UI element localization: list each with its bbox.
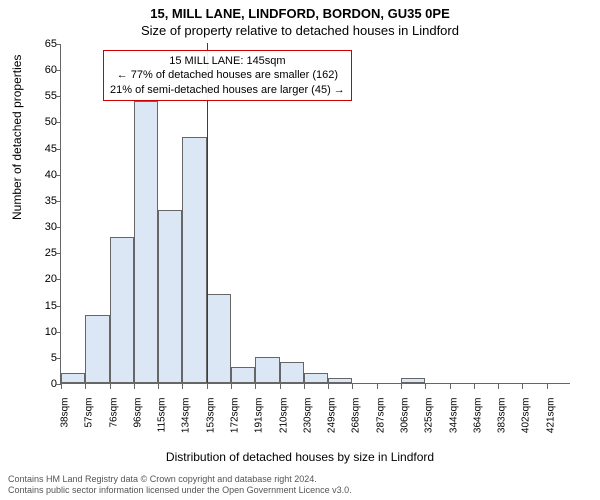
x-tick-label: 76sqm	[108, 398, 119, 448]
x-tick-mark	[280, 384, 281, 389]
x-tick-label: 172sqm	[230, 398, 241, 448]
x-tick-mark	[61, 384, 62, 389]
y-tick-label: 35	[29, 195, 57, 207]
x-tick-mark	[207, 384, 208, 389]
x-tick-mark	[547, 384, 548, 389]
histogram-bar	[61, 373, 85, 383]
x-tick-label: 344sqm	[448, 398, 459, 448]
x-tick-label: 421sqm	[545, 398, 556, 448]
x-tick-mark	[474, 384, 475, 389]
y-tick-mark	[56, 122, 61, 123]
histogram-bar	[304, 373, 328, 383]
y-tick-mark	[56, 175, 61, 176]
x-tick-label: 383sqm	[497, 398, 508, 448]
annotation-line-3: 21% of semi-detached houses are larger (…	[110, 83, 345, 97]
x-tick-mark	[182, 384, 183, 389]
title-line-1: 15, MILL LANE, LINDFORD, BORDON, GU35 0P…	[0, 0, 600, 21]
y-tick-mark	[56, 253, 61, 254]
x-tick-label: 191sqm	[254, 398, 265, 448]
x-tick-mark	[522, 384, 523, 389]
x-tick-mark	[231, 384, 232, 389]
y-tick-mark	[56, 358, 61, 359]
x-tick-mark	[425, 384, 426, 389]
histogram-bar	[134, 101, 158, 383]
y-tick-label: 0	[29, 378, 57, 390]
x-tick-mark	[304, 384, 305, 389]
plot-region: 0510152025303540455055606538sqm57sqm76sq…	[60, 44, 570, 384]
histogram-bar	[401, 378, 425, 383]
x-tick-label: 249sqm	[327, 398, 338, 448]
y-tick-mark	[56, 279, 61, 280]
y-tick-mark	[56, 149, 61, 150]
x-tick-mark	[352, 384, 353, 389]
x-tick-label: 230sqm	[302, 398, 313, 448]
annotation-box: 15 MILL LANE: 145sqm← 77% of detached ho…	[103, 50, 352, 101]
y-tick-label: 30	[29, 221, 57, 233]
x-tick-label: 153sqm	[205, 398, 216, 448]
x-tick-label: 115sqm	[157, 398, 168, 448]
annotation-line-2: ← 77% of detached houses are smaller (16…	[110, 68, 345, 82]
y-tick-label: 65	[29, 38, 57, 50]
y-tick-label: 40	[29, 169, 57, 181]
x-tick-mark	[450, 384, 451, 389]
y-tick-mark	[56, 96, 61, 97]
title-line-2: Size of property relative to detached ho…	[0, 21, 600, 42]
histogram-bar	[328, 378, 352, 383]
y-tick-mark	[56, 201, 61, 202]
y-axis-label: Number of detached properties	[10, 55, 24, 220]
y-tick-mark	[56, 70, 61, 71]
x-tick-mark	[328, 384, 329, 389]
y-tick-label: 25	[29, 247, 57, 259]
y-tick-label: 15	[29, 300, 57, 312]
y-tick-label: 20	[29, 273, 57, 285]
histogram-bar	[110, 237, 134, 383]
x-tick-mark	[377, 384, 378, 389]
y-tick-label: 55	[29, 90, 57, 102]
footer-line-1: Contains HM Land Registry data © Crown c…	[8, 474, 352, 485]
histogram-bar	[231, 367, 255, 383]
y-tick-mark	[56, 306, 61, 307]
x-tick-label: 306sqm	[400, 398, 411, 448]
y-tick-label: 5	[29, 352, 57, 364]
x-tick-label: 325sqm	[424, 398, 435, 448]
x-tick-mark	[110, 384, 111, 389]
y-tick-label: 10	[29, 326, 57, 338]
footer-attribution: Contains HM Land Registry data © Crown c…	[8, 474, 352, 496]
x-tick-label: 287sqm	[375, 398, 386, 448]
y-tick-mark	[56, 44, 61, 45]
x-tick-label: 210sqm	[278, 398, 289, 448]
x-tick-label: 38sqm	[60, 398, 71, 448]
x-tick-label: 402sqm	[521, 398, 532, 448]
x-tick-mark	[498, 384, 499, 389]
x-tick-label: 96sqm	[132, 398, 143, 448]
x-tick-label: 364sqm	[472, 398, 483, 448]
chart-area: 0510152025303540455055606538sqm57sqm76sq…	[60, 44, 570, 404]
histogram-bar	[182, 137, 206, 383]
histogram-bar	[207, 294, 231, 383]
x-tick-label: 268sqm	[351, 398, 362, 448]
y-tick-label: 50	[29, 116, 57, 128]
x-tick-mark	[401, 384, 402, 389]
x-tick-mark	[158, 384, 159, 389]
y-tick-label: 45	[29, 143, 57, 155]
y-tick-label: 60	[29, 64, 57, 76]
histogram-bar	[85, 315, 109, 383]
x-tick-mark	[85, 384, 86, 389]
y-tick-mark	[56, 332, 61, 333]
chart-container: 15, MILL LANE, LINDFORD, BORDON, GU35 0P…	[0, 0, 600, 500]
annotation-line-1: 15 MILL LANE: 145sqm	[110, 54, 345, 68]
histogram-bar	[280, 362, 304, 383]
x-tick-label: 57sqm	[84, 398, 95, 448]
footer-line-2: Contains public sector information licen…	[8, 485, 352, 496]
x-tick-mark	[255, 384, 256, 389]
histogram-bar	[255, 357, 279, 383]
histogram-bar	[158, 210, 182, 383]
x-axis-label: Distribution of detached houses by size …	[0, 450, 600, 464]
x-tick-label: 134sqm	[181, 398, 192, 448]
y-tick-mark	[56, 227, 61, 228]
x-tick-mark	[134, 384, 135, 389]
